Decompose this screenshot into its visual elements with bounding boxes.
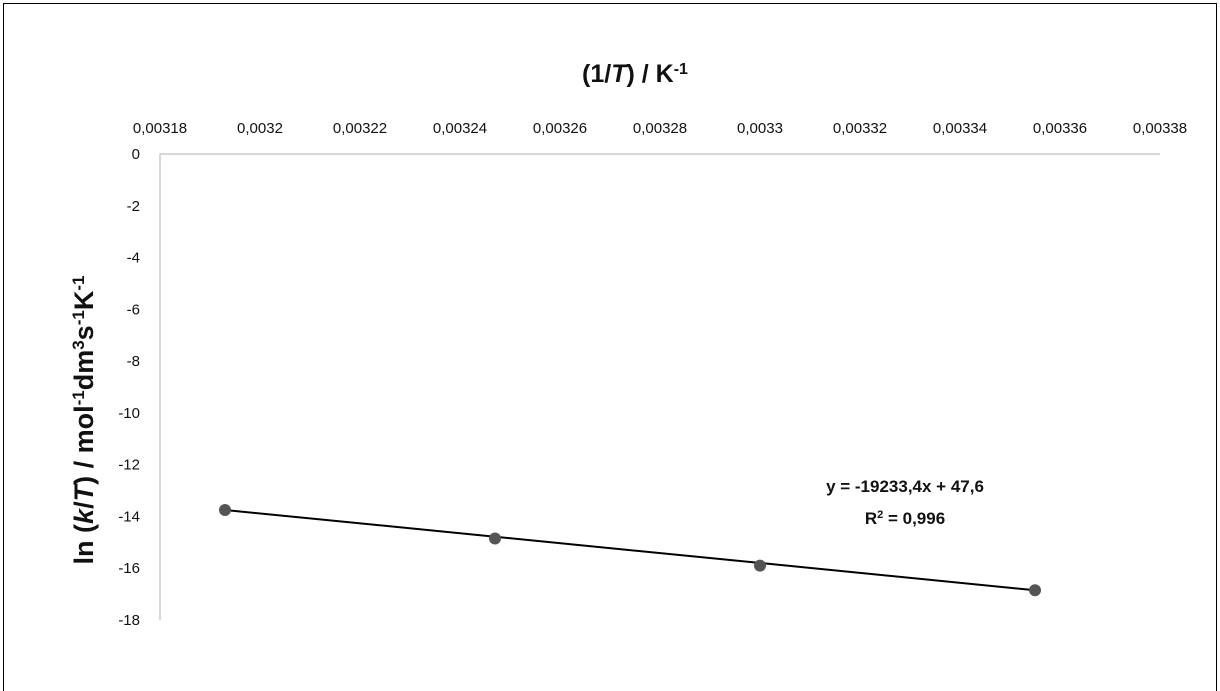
chart-frame bbox=[3, 3, 1217, 691]
trendline-equation: y = -19233,4x + 47,6 bbox=[826, 477, 984, 496]
data-point bbox=[219, 503, 231, 516]
y-tick-label: -10 bbox=[118, 405, 140, 422]
x-tick-label: 0,00332 bbox=[833, 120, 887, 137]
r-squared-label: R2 = 0,996 bbox=[865, 509, 945, 528]
x-tick-label: 0,00322 bbox=[333, 120, 387, 137]
x-tick-label: 0,00318 bbox=[133, 120, 187, 137]
x-tick-label: 0,00334 bbox=[933, 120, 987, 137]
y-tick-label: -6 bbox=[127, 301, 140, 318]
y-tick-labels: 0 -2 -4 -6 -8 -10 -12 -14 -16 -18 bbox=[118, 146, 140, 629]
chart-title: (1/T) / K-1 bbox=[582, 60, 688, 88]
trendline bbox=[224, 508, 1036, 592]
y-tick-label: -18 bbox=[118, 612, 140, 629]
y-tick-label: -16 bbox=[118, 560, 140, 577]
y-tick-label: -8 bbox=[127, 353, 140, 370]
x-tick-label: 0,00326 bbox=[533, 120, 587, 137]
data-point bbox=[489, 532, 501, 545]
x-tick-label: 0,00324 bbox=[433, 120, 487, 137]
y-tick-label: 0 bbox=[132, 146, 140, 163]
x-tick-label: 0,0033 bbox=[737, 120, 783, 137]
y-tick-label: -2 bbox=[127, 198, 140, 215]
x-tick-label: 0,00328 bbox=[633, 120, 687, 137]
y-tick-label: -4 bbox=[127, 250, 140, 267]
x-tick-label: 0,00338 bbox=[1133, 120, 1187, 137]
data-point bbox=[1029, 584, 1041, 597]
y-tick-label: -14 bbox=[118, 508, 140, 525]
x-tick-label: 0,00336 bbox=[1033, 120, 1087, 137]
x-tick-label: 0,0032 bbox=[237, 120, 283, 137]
data-points bbox=[219, 503, 1041, 597]
y-axis-label: ln (k/T) / mol-1dm3s-1K-1 bbox=[69, 276, 100, 565]
data-point bbox=[754, 559, 766, 572]
y-tick-label: -12 bbox=[118, 457, 140, 474]
x-tick-labels: 0,00318 0,0032 0,00322 0,00324 0,00326 0,0032… bbox=[133, 120, 1187, 137]
